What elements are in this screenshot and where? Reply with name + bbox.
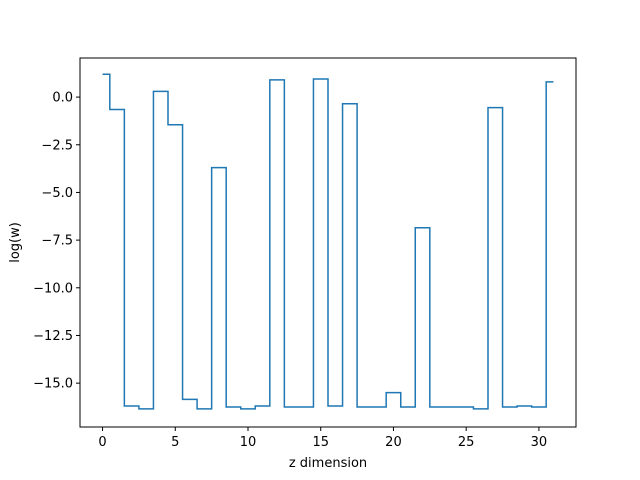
series-layer xyxy=(102,73,554,410)
y-axis-ticks: 0.0 −2.5 −5.0 −7.5 −10.0 −12.5 −15.0 xyxy=(33,91,80,392)
y-tick-label: −2.5 xyxy=(41,138,73,153)
y-tick-label: −7.5 xyxy=(41,234,73,249)
y-tick-label: −15.0 xyxy=(33,377,73,392)
x-tick-label: 20 xyxy=(385,435,402,450)
x-axis-ticks: 0 5 10 15 20 25 30 xyxy=(98,427,547,450)
x-tick-label: 25 xyxy=(458,435,475,450)
x-tick-label: 10 xyxy=(240,435,257,450)
plot-area-frame xyxy=(79,57,577,428)
y-axis-label: log(w) xyxy=(8,222,23,263)
x-tick-label: 0 xyxy=(98,435,106,450)
x-tick-label: 30 xyxy=(531,435,548,450)
x-tick-label: 5 xyxy=(171,435,179,450)
y-tick-label: −10.0 xyxy=(33,281,73,296)
y-tick-label: 0.0 xyxy=(52,91,73,106)
y-tick-label: −5.0 xyxy=(41,186,73,201)
series-line-0 xyxy=(102,73,554,410)
x-tick-label: 15 xyxy=(312,435,329,450)
x-axis-label: z dimension xyxy=(289,456,367,471)
y-tick-label: −12.5 xyxy=(33,329,73,344)
